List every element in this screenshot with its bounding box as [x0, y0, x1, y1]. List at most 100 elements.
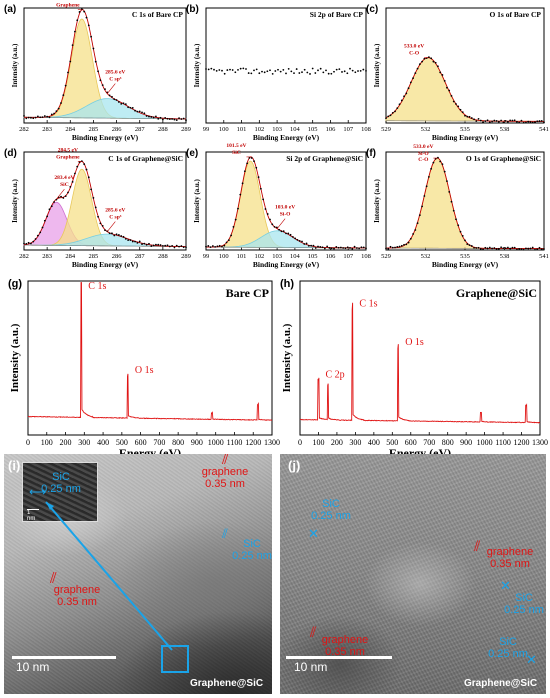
data-point: [394, 110, 396, 113]
x-tick-label: 285: [89, 126, 99, 133]
data-point: [71, 44, 74, 46]
data-point: [282, 69, 285, 71]
data-point: [441, 74, 444, 76]
sample-label: Graphene@SiC: [464, 678, 538, 689]
x-tick-label: 600: [135, 438, 147, 447]
data-point: [504, 247, 507, 249]
x-axis-label: Binding Energy (eV): [432, 133, 499, 142]
data-point: [239, 193, 242, 196]
data-point: [239, 67, 242, 70]
data-point: [136, 110, 139, 113]
data-point: [263, 71, 266, 74]
data-point: [405, 92, 408, 95]
data-point: [531, 246, 534, 249]
data-point: [209, 246, 212, 249]
data-point: [294, 237, 297, 240]
data-point: [509, 119, 512, 122]
data-point: [400, 244, 403, 247]
data-point: [242, 67, 245, 70]
data-point: [266, 213, 269, 215]
data-point: [227, 239, 230, 242]
data-point: [62, 94, 65, 97]
peak-label: C 1s: [359, 299, 377, 310]
x-tick-label: 289: [181, 126, 191, 133]
data-point: [389, 114, 392, 117]
data-point: [145, 115, 148, 117]
data-point: [231, 69, 234, 71]
data-point: [344, 247, 347, 250]
data-point: [414, 229, 417, 231]
data-point: [234, 71, 237, 74]
data-point: [214, 246, 217, 248]
x-tick-label: 284: [65, 253, 76, 260]
data-point: [247, 72, 250, 74]
data-point: [325, 69, 327, 72]
data-point: [509, 247, 512, 250]
lattice-marker-icon: ⫽: [310, 624, 317, 640]
data-point: [536, 248, 539, 251]
data-point: [124, 103, 127, 106]
data-point: [506, 120, 509, 123]
data-point: [310, 244, 313, 247]
data-point: [221, 69, 223, 72]
data-point: [180, 118, 183, 120]
data-point: [257, 176, 260, 179]
data-point: [113, 234, 116, 237]
data-point: [343, 70, 346, 73]
data-point: [27, 116, 30, 119]
plot-frame: [27, 280, 273, 436]
data-point: [403, 243, 405, 246]
data-point: [39, 231, 42, 234]
x-tick-label: 105: [308, 253, 318, 260]
data-point: [301, 240, 303, 243]
x-tick-label: 800: [172, 438, 184, 447]
x-tick-label: 101: [237, 126, 247, 133]
data-point: [486, 119, 489, 122]
data-point: [275, 226, 278, 229]
x-tick-label: 529: [381, 253, 391, 260]
data-point: [120, 235, 123, 237]
data-point: [159, 116, 162, 119]
data-point: [159, 244, 162, 246]
panel-label: (f): [366, 148, 376, 159]
data-point: [484, 120, 487, 123]
data-point: [414, 72, 417, 75]
data-point: [311, 67, 314, 70]
data-point: [148, 242, 150, 245]
data-point: [495, 248, 498, 250]
data-point: [111, 95, 113, 98]
data-point: [432, 161, 435, 164]
data-point: [407, 87, 410, 90]
scale-bar-label: 10 nm: [294, 660, 328, 674]
y-axis-label: Intensity (a.u.): [373, 43, 381, 87]
panel-label: (a): [4, 4, 16, 15]
data-point: [262, 198, 265, 201]
data-point: [335, 245, 338, 248]
x-tick-label: 104: [290, 126, 301, 133]
panel-label-i: (i): [8, 458, 21, 473]
data-point: [497, 120, 500, 123]
data-point: [36, 234, 39, 237]
data-point: [74, 30, 76, 33]
data-point: [134, 109, 136, 112]
data-point: [330, 72, 333, 75]
data-point: [511, 246, 514, 249]
data-point: [398, 103, 401, 106]
x-tick-label: 532: [421, 253, 431, 260]
data-point: [409, 237, 412, 240]
data-point: [330, 247, 333, 250]
chart-g: 0 100 200 300 400 500 600 700 800 900 1000 1100 1200…: [8, 278, 280, 460]
data-point: [362, 68, 365, 71]
scale-bar: [286, 656, 392, 659]
data-point: [412, 233, 414, 235]
peak-sublabel: C-O: [418, 157, 429, 163]
data-point: [488, 121, 491, 124]
lattice-marker-icon: ⫽: [50, 570, 57, 587]
data-point: [23, 242, 25, 245]
data-point: [166, 117, 169, 120]
tem-image-j: (j) SiC 0.25 nm ✕ graphene 0.35 nm ⫽ SiC 0.…: [280, 454, 546, 694]
background-line: [23, 244, 187, 247]
data-point: [205, 245, 207, 248]
x-tick-label: 200: [60, 438, 72, 447]
